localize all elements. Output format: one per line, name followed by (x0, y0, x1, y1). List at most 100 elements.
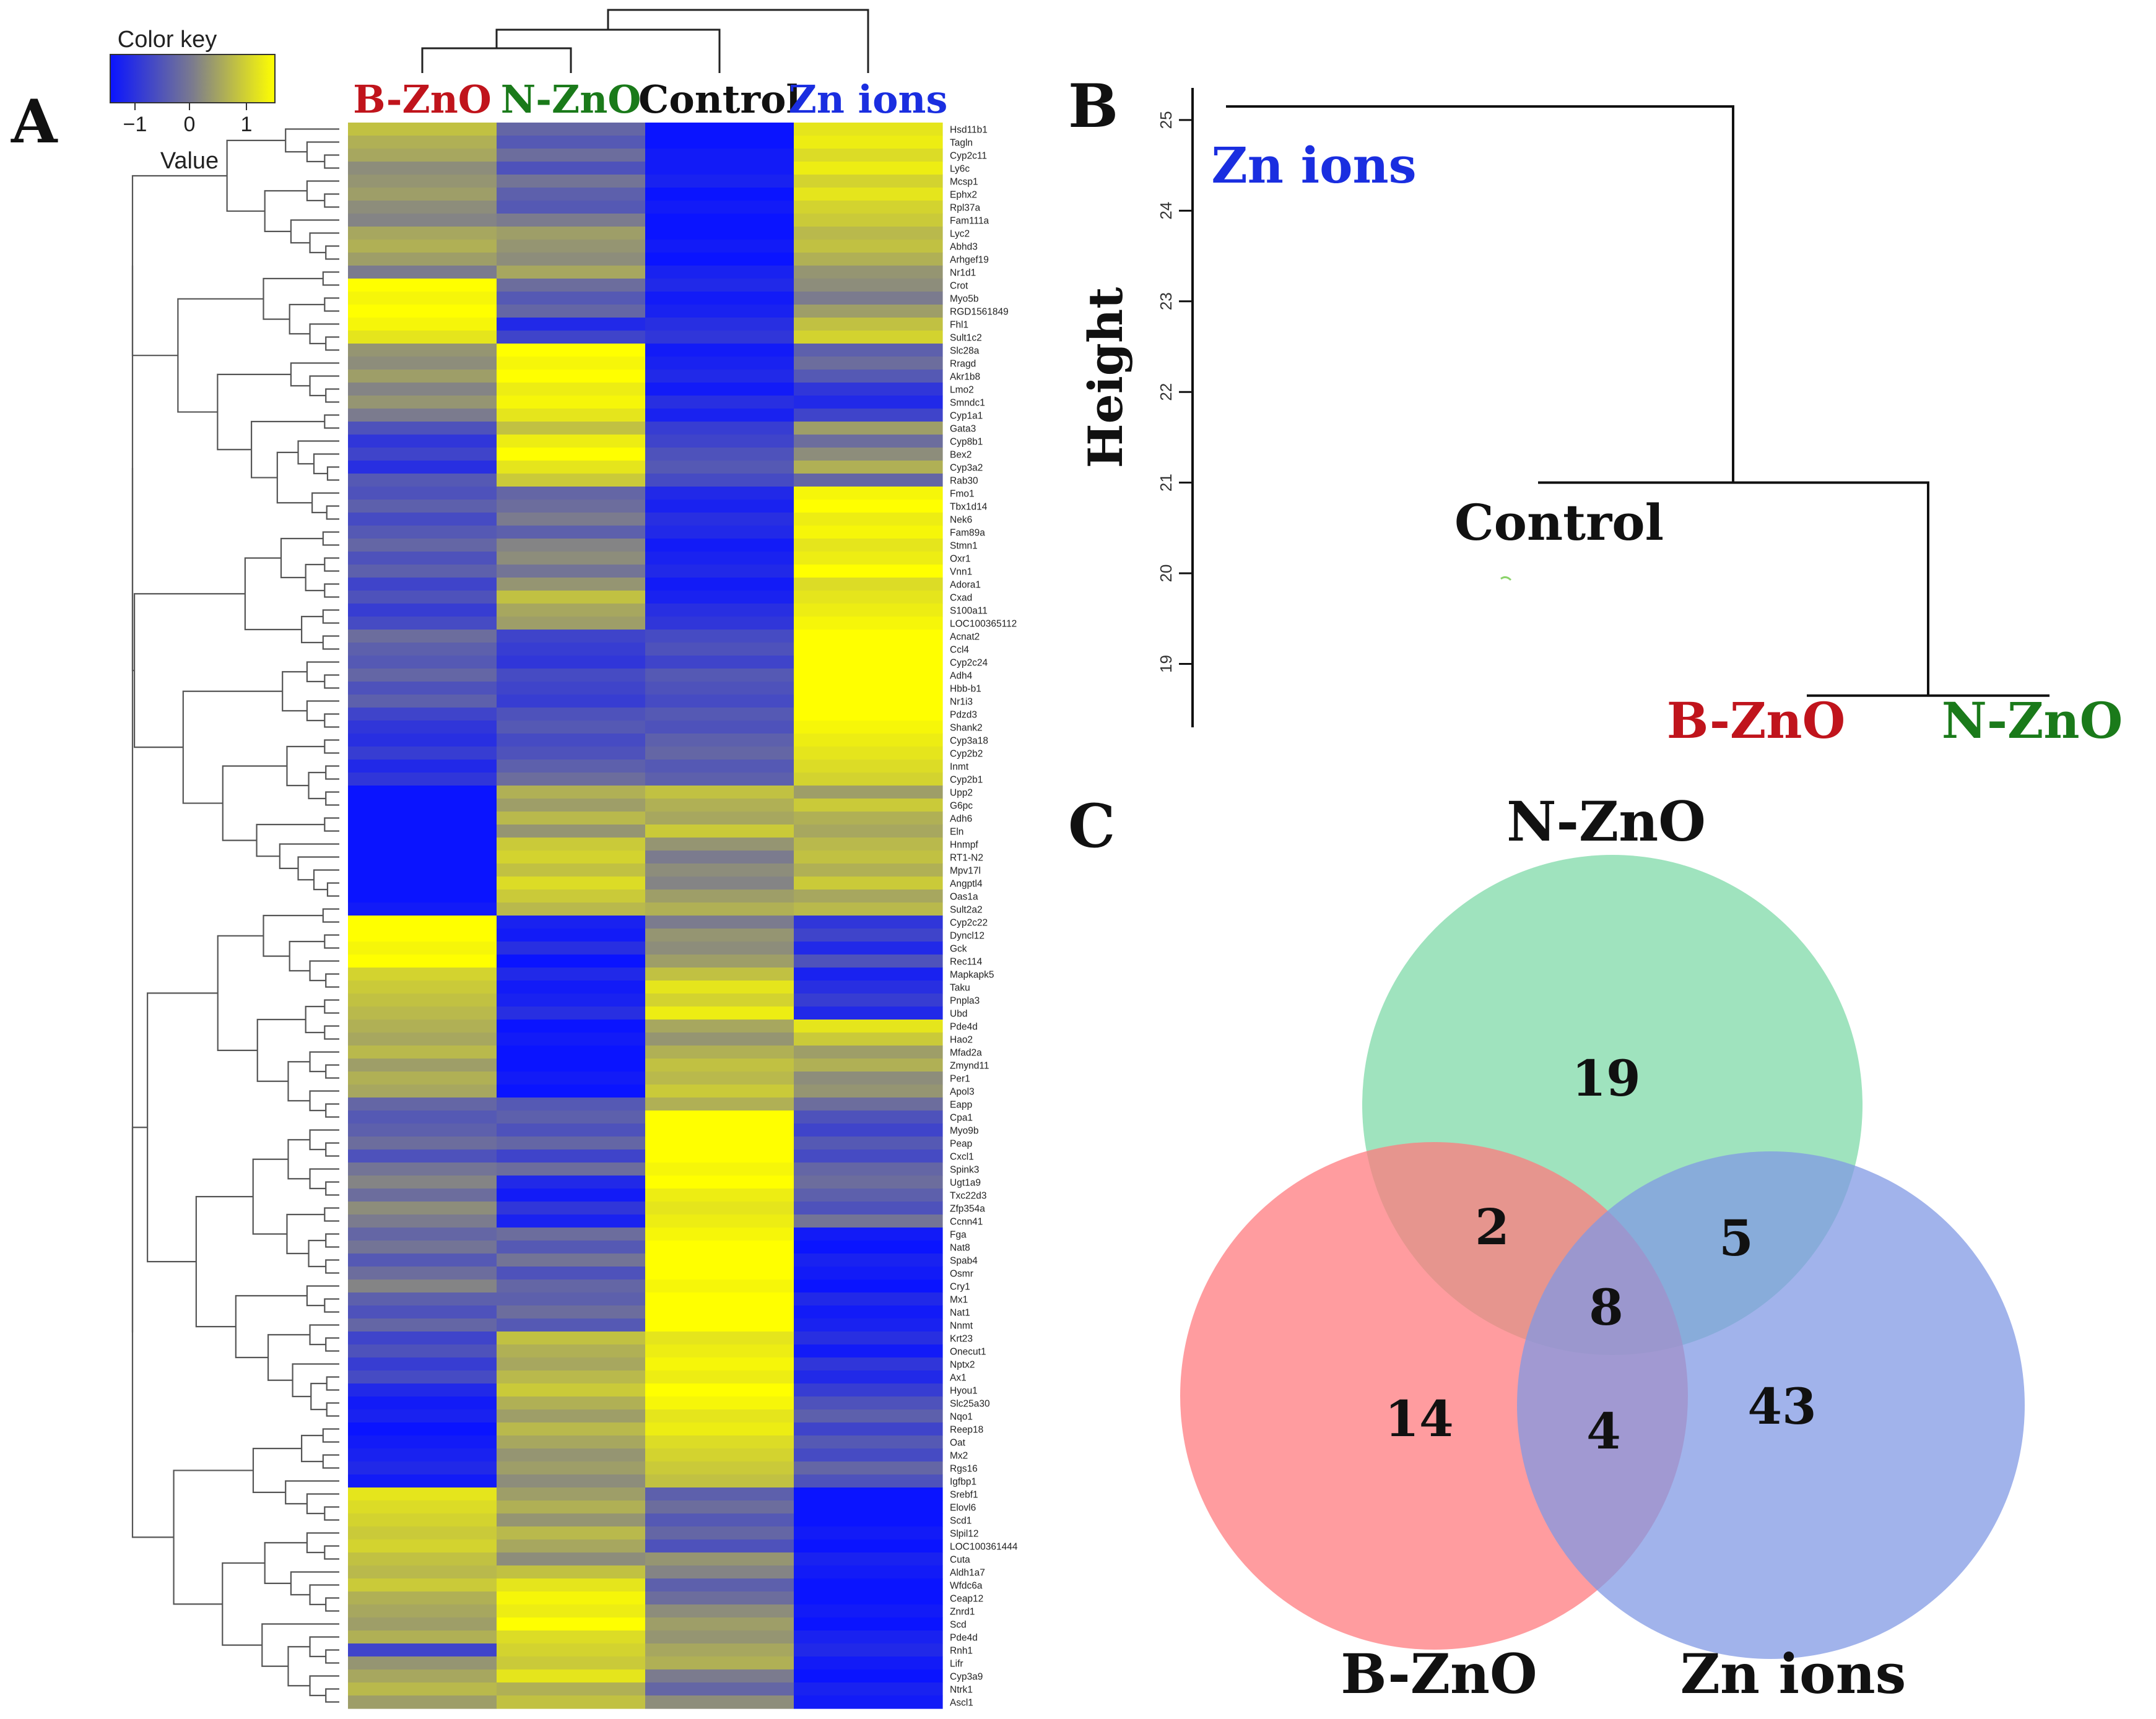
gene-label: Eapp (950, 1099, 972, 1110)
heatmap-cell (645, 474, 794, 487)
gene-label: Slc28a (950, 345, 980, 356)
heatmap-cell (645, 175, 794, 188)
heatmap-cell (645, 305, 794, 318)
venn-count: 8 (1589, 1278, 1624, 1336)
row-dendrogram-branch (325, 1688, 339, 1703)
heatmap-cell (497, 1370, 646, 1384)
heatmap-cell (497, 929, 646, 942)
row-dendrogram-branch (226, 139, 286, 212)
heatmap-cell (645, 1072, 794, 1085)
heatmap-cell (348, 227, 497, 240)
gene-label: Oas1a (950, 891, 978, 902)
dendrogram-branch (1226, 105, 1734, 483)
height-tick-label: 20 (1157, 565, 1175, 582)
gene-label: Spink3 (950, 1164, 979, 1175)
heatmap-cell (497, 825, 646, 838)
gene-label: Cpa1 (950, 1112, 973, 1123)
heatmap-cell (348, 929, 497, 942)
gene-label: Rgs16 (950, 1463, 978, 1474)
heatmap-cell (497, 305, 646, 318)
heatmap-cell (348, 1357, 497, 1371)
row-dendrogram-branch (309, 1168, 339, 1190)
heatmap-cell (794, 162, 943, 175)
gene-label: Taku (950, 982, 970, 993)
row-dendrogram-branch (325, 765, 339, 780)
heatmap-cell (645, 1695, 794, 1709)
heatmap-cell (348, 292, 497, 305)
heatmap-cell (348, 1513, 497, 1527)
heatmap-cell (348, 1072, 497, 1085)
column-label: N-ZnO (501, 77, 641, 122)
gene-label: Cyp2c24 (950, 657, 988, 668)
heatmap-cell (497, 1292, 646, 1306)
gene-label: Ephx2 (950, 189, 977, 200)
gene-label: Pde4d (950, 1632, 978, 1643)
gene-label: Nqo1 (950, 1411, 973, 1422)
heatmap-cell (348, 1604, 497, 1618)
heatmap-cell (497, 604, 646, 617)
heatmap-cell (645, 682, 794, 695)
venn-circle (1517, 1151, 2025, 1659)
row-dendrogram-branch (285, 1480, 339, 1505)
column-dendrogram-branch (421, 47, 572, 73)
heatmap-cell (645, 448, 794, 461)
gene-label: Bex2 (950, 449, 972, 460)
heatmap-cell (645, 539, 794, 552)
heatmap-cell (497, 1474, 646, 1488)
height-tick-label: 23 (1157, 292, 1175, 310)
heatmap-cell (794, 461, 943, 474)
heatmap-cell (497, 1409, 646, 1423)
gene-label: Cyp2b2 (950, 748, 983, 759)
heatmap-cell (348, 1682, 497, 1696)
gene-label: Nat1 (950, 1307, 970, 1318)
row-dendrogram-branch (235, 1295, 307, 1359)
row-dendrogram-branch (324, 1207, 339, 1222)
heatmap-cell (348, 1085, 497, 1098)
row-dendrogram-branch (256, 823, 325, 857)
heatmap-cell (497, 1331, 646, 1345)
heatmap-cell (645, 1331, 794, 1345)
heatmap-cell (497, 1643, 646, 1657)
heatmap-cell (348, 1630, 497, 1644)
heatmap-cell (645, 1461, 794, 1475)
heatmap-cell (348, 617, 497, 630)
heatmap-cell (645, 136, 794, 149)
heatmap-cell (348, 1150, 497, 1163)
heatmap-cell (348, 500, 497, 513)
row-dendrogram-branch (264, 190, 307, 232)
heatmap-cell (348, 331, 497, 344)
color-key-value-label: Value (160, 148, 219, 174)
gene-label: Cuta (950, 1554, 970, 1565)
heatmap-cell (497, 409, 646, 422)
heatmap-cell (497, 565, 646, 578)
heatmap-cell (348, 253, 497, 266)
heatmap-cell (794, 1280, 943, 1293)
heatmap-cell (497, 1215, 646, 1228)
heatmap-cell (348, 851, 497, 864)
row-dendrogram-branch (306, 700, 339, 722)
heatmap-cell (497, 487, 646, 500)
row-dendrogram-branch (324, 1506, 339, 1521)
gene-label: Cyp3a9 (950, 1671, 983, 1682)
gene-label: Scd1 (950, 1515, 972, 1526)
heatmap-cell (497, 747, 646, 760)
gene-label: Nat8 (950, 1242, 970, 1253)
gene-label: Nptx2 (950, 1359, 975, 1370)
heatmap-cell (348, 1396, 497, 1410)
heatmap-cell (645, 1344, 794, 1358)
row-dendrogram-branch (147, 992, 218, 1263)
heatmap-cell (794, 1370, 943, 1384)
heatmap-cell (645, 1357, 794, 1371)
heatmap-cell (794, 1046, 943, 1059)
heatmap-cell (645, 1539, 794, 1553)
row-dendrogram-branch (324, 1545, 339, 1560)
row-dendrogram-branch (289, 303, 325, 335)
gene-label: Rpl37a (950, 202, 980, 213)
venn-count: 14 (1384, 1390, 1453, 1448)
heatmap-cell (794, 526, 943, 539)
heatmap-cell (645, 201, 794, 214)
row-dendrogram-branch (292, 1363, 339, 1398)
row-dendrogram-branch (173, 1470, 253, 1605)
heatmap-cell (497, 864, 646, 877)
